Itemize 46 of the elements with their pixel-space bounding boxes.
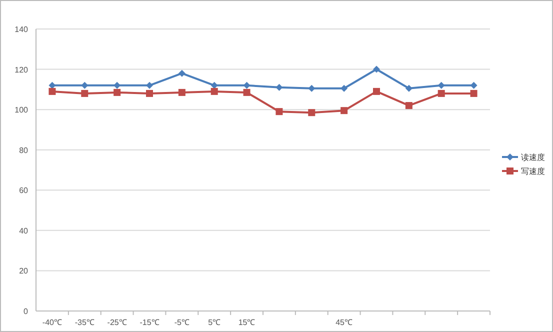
x-tick-label: -40℃ <box>42 318 62 327</box>
point <box>470 90 478 97</box>
y-tick-label: 0 <box>24 307 29 316</box>
point <box>81 82 88 89</box>
y-tick-label: 20 <box>19 266 29 276</box>
point <box>210 88 218 95</box>
x-tick-label: 5℃ <box>208 318 221 327</box>
point <box>81 90 88 97</box>
point <box>276 84 283 91</box>
point <box>373 66 380 73</box>
point <box>438 90 445 97</box>
y-tick-label: 80 <box>19 146 29 155</box>
point <box>438 82 445 89</box>
point <box>243 82 250 89</box>
point <box>146 90 153 97</box>
y-tick-label: 120 <box>14 65 29 74</box>
x-tick-label: 15℃ <box>238 318 256 327</box>
point <box>114 88 121 96</box>
point <box>308 84 316 92</box>
point <box>243 88 250 96</box>
point <box>114 82 121 89</box>
point <box>405 84 412 92</box>
legend-label: 写速度 <box>521 167 545 176</box>
point <box>48 88 56 95</box>
point <box>373 88 380 95</box>
point <box>405 102 412 110</box>
x-tick-label: -15℃ <box>140 318 160 327</box>
y-tick-label: 140 <box>14 25 29 34</box>
point <box>470 82 478 89</box>
point <box>340 107 348 114</box>
x-tick-label: -25℃ <box>107 318 127 327</box>
legend-label: 读速度 <box>521 153 545 162</box>
x-tick-label: -5℃ <box>174 318 190 327</box>
y-tick-label: 60 <box>19 186 29 196</box>
point <box>340 84 348 92</box>
point <box>178 70 186 77</box>
x-tick-label: -35℃ <box>74 318 94 327</box>
y-tick-label: 100 <box>14 106 29 115</box>
y-tick-label: 40 <box>19 226 29 236</box>
point <box>210 82 218 89</box>
point <box>308 109 316 116</box>
point <box>146 82 153 89</box>
x-tick-label: 45℃ <box>336 318 353 327</box>
point <box>276 108 283 116</box>
point <box>48 82 56 89</box>
point <box>178 88 186 96</box>
